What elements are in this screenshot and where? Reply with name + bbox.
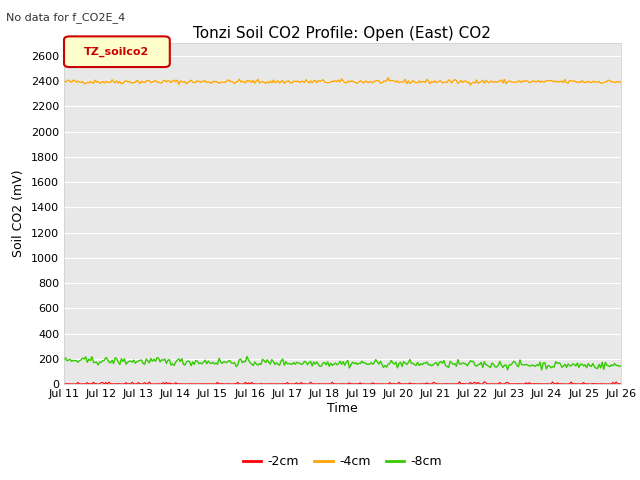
Legend: -2cm, -4cm, -8cm: -2cm, -4cm, -8cm [237,450,447,473]
Text: No data for f_CO2E_4: No data for f_CO2E_4 [6,12,125,23]
X-axis label: Time: Time [327,402,358,415]
Y-axis label: Soil CO2 (mV): Soil CO2 (mV) [12,170,26,257]
Text: TZ_soilco2: TZ_soilco2 [84,47,150,57]
FancyBboxPatch shape [64,36,170,67]
Title: Tonzi Soil CO2 Profile: Open (East) CO2: Tonzi Soil CO2 Profile: Open (East) CO2 [193,25,492,41]
